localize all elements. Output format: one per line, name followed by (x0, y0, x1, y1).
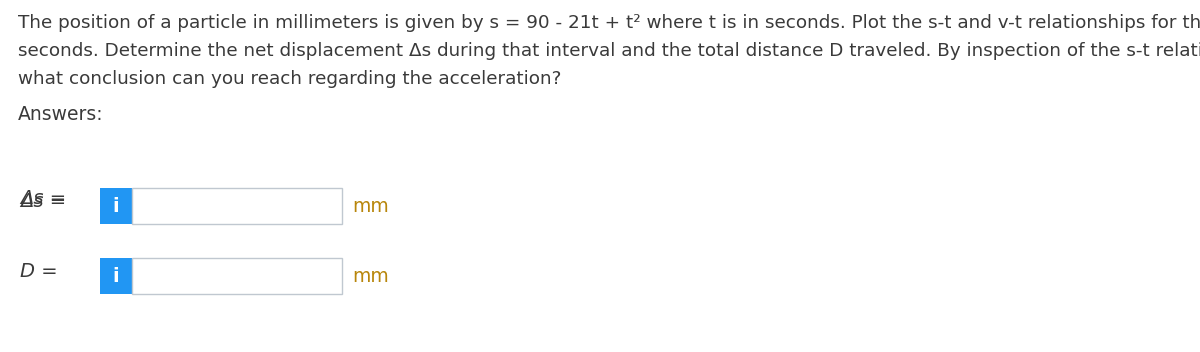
Text: what conclusion can you reach regarding the acceleration?: what conclusion can you reach regarding … (18, 70, 562, 88)
Text: Δs =: Δs = (20, 189, 66, 208)
FancyBboxPatch shape (100, 258, 132, 294)
Text: Δs =: Δs = (20, 192, 66, 211)
Text: The position of a particle in millimeters is given by s = 90 - 21t + t² where t : The position of a particle in millimeter… (18, 14, 1200, 32)
Text: i: i (113, 196, 119, 215)
Text: Answers:: Answers: (18, 105, 103, 124)
FancyBboxPatch shape (132, 188, 342, 224)
Text: seconds. Determine the net displacement Δs during that interval and the total di: seconds. Determine the net displacement … (18, 42, 1200, 60)
Text: i: i (113, 266, 119, 285)
Text: D =: D = (20, 262, 58, 281)
FancyBboxPatch shape (100, 188, 132, 224)
Text: mm: mm (352, 196, 389, 215)
FancyBboxPatch shape (132, 258, 342, 294)
Text: mm: mm (352, 266, 389, 285)
